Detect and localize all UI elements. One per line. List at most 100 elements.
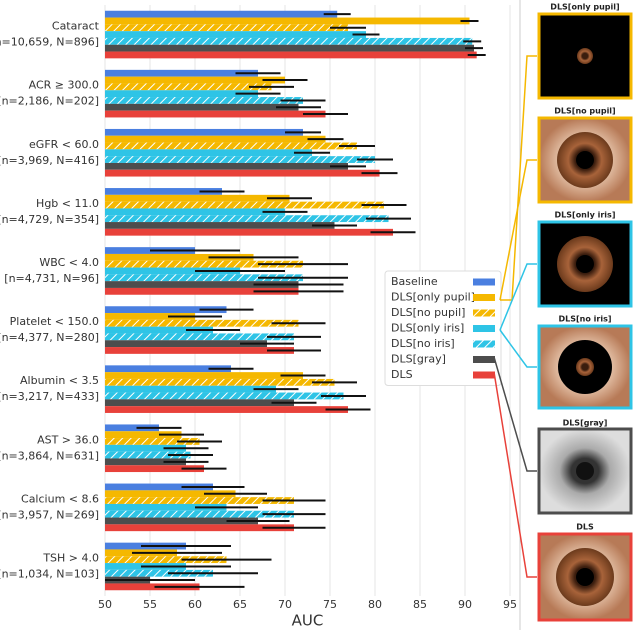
bar-hatch [105,333,294,341]
bar [105,399,294,407]
bar [105,406,348,413]
legend-swatch [473,371,495,379]
bar [105,222,335,229]
bar-hatch [105,378,335,386]
legend-swatch [473,356,495,363]
bar [105,135,326,143]
bar [105,10,338,18]
y-tick-sublabel: [n=3,217, N=433] [0,390,99,403]
bar-hatch [105,392,344,400]
bar [105,281,299,288]
bar [105,90,258,98]
x-tick-label: 50 [98,598,112,611]
bar [105,424,159,432]
panel-frame [537,324,633,410]
bar [105,194,290,202]
x-tick-label: 95 [503,598,517,611]
bar [105,517,258,525]
panel-title: DLS [576,523,594,532]
legend-label: DLS[only iris] [391,322,464,335]
y-tick-label: AST > 36.0 [37,433,99,446]
bar [105,169,380,177]
bar-hatch [105,215,389,223]
legend-label: DLS[only pupil] [391,291,475,304]
y-tick-sublabel: [n=2,186, N=202] [0,95,99,108]
bar [105,306,227,314]
bar-hatch [105,142,357,150]
bar [105,128,303,136]
bar [105,208,285,216]
legend-label: DLS[no iris] [391,337,455,350]
legend-swatch-hatch [473,309,495,317]
bar [105,188,222,195]
eye [576,358,594,376]
eye-panels: DLS[only pupil] DLS[no pupil] DLS[only i… [537,3,633,622]
legend-label: DLS[gray] [391,353,446,366]
bar [105,503,227,511]
bar [105,228,393,236]
y-tick-label: ACR ≥ 300.0 [29,79,99,92]
bar [105,483,213,491]
bar-hatch [105,319,299,327]
y-tick-sublabel: [n=4,729, N=354] [0,213,99,226]
legend-swatch [473,325,495,332]
bar [105,372,303,379]
y-tick-sublabel: [n=10,659, N=896] [0,36,99,49]
bar [105,583,200,591]
y-tick-sublabel: [n=4,731, N=96] [4,272,99,285]
bar-hatch [105,97,303,104]
bar [105,287,299,295]
plot: 50 55 60 65 70 75 80 85 90 95 AUC Cataract [n=10,659… [0,5,517,630]
legend-label: DLS[no pupil] [391,306,465,319]
legend-swatch-hatch [473,340,495,348]
eye [576,462,594,480]
bar [105,76,285,84]
x-tick-label: 75 [323,598,337,611]
bar-hatch [105,83,272,91]
y-tick-label: Platelet < 150.0 [10,315,99,328]
bar-hatch [105,438,200,445]
bar-hatch [105,556,227,564]
y-tick-sublabel: [n=4,377, N=280] [0,331,99,344]
y-tick-sublabel: [n=3,864, N=631] [0,449,99,462]
bar [105,51,477,59]
bar [105,465,204,473]
bar-hatch [105,37,473,45]
bar-hatch [105,274,303,282]
bar [105,490,236,498]
bar-hatch [105,497,294,504]
bar [105,385,276,393]
legend-label: DLS [391,368,413,381]
bar [105,365,231,373]
y-tick-sublabel: [n=1,034, N=103] [0,567,99,580]
bar [105,44,474,52]
y-tick-label: WBC < 4.0 [39,256,99,269]
bar [105,253,254,261]
eye [576,255,594,273]
bar-hatch [105,201,384,209]
panel-title: DLS[gray] [563,419,608,428]
y-tick-sublabel: [n=3,957, N=269] [0,508,99,521]
bar-hatch [105,260,303,268]
bar [105,326,213,334]
x-axis-label: AUC [292,612,324,630]
legend-swatch [473,278,495,286]
panel-title: DLS[only iris] [555,211,616,220]
bar [105,103,299,111]
bar [105,340,267,348]
bar [105,17,470,25]
x-tick-label: 90 [458,598,472,611]
panel-title: DLS[only pupil] [550,3,619,12]
bar [105,267,240,275]
y-tick-label: Albumin < 3.5 [20,374,99,387]
bar [105,149,312,157]
bar-hatch [105,510,294,518]
bar-hatch [105,569,213,577]
legend-swatch [473,294,495,301]
bar [105,347,294,354]
bar [105,431,182,439]
eye [577,48,593,64]
bar-hatch [105,24,348,32]
x-tick-label: 55 [143,598,157,611]
